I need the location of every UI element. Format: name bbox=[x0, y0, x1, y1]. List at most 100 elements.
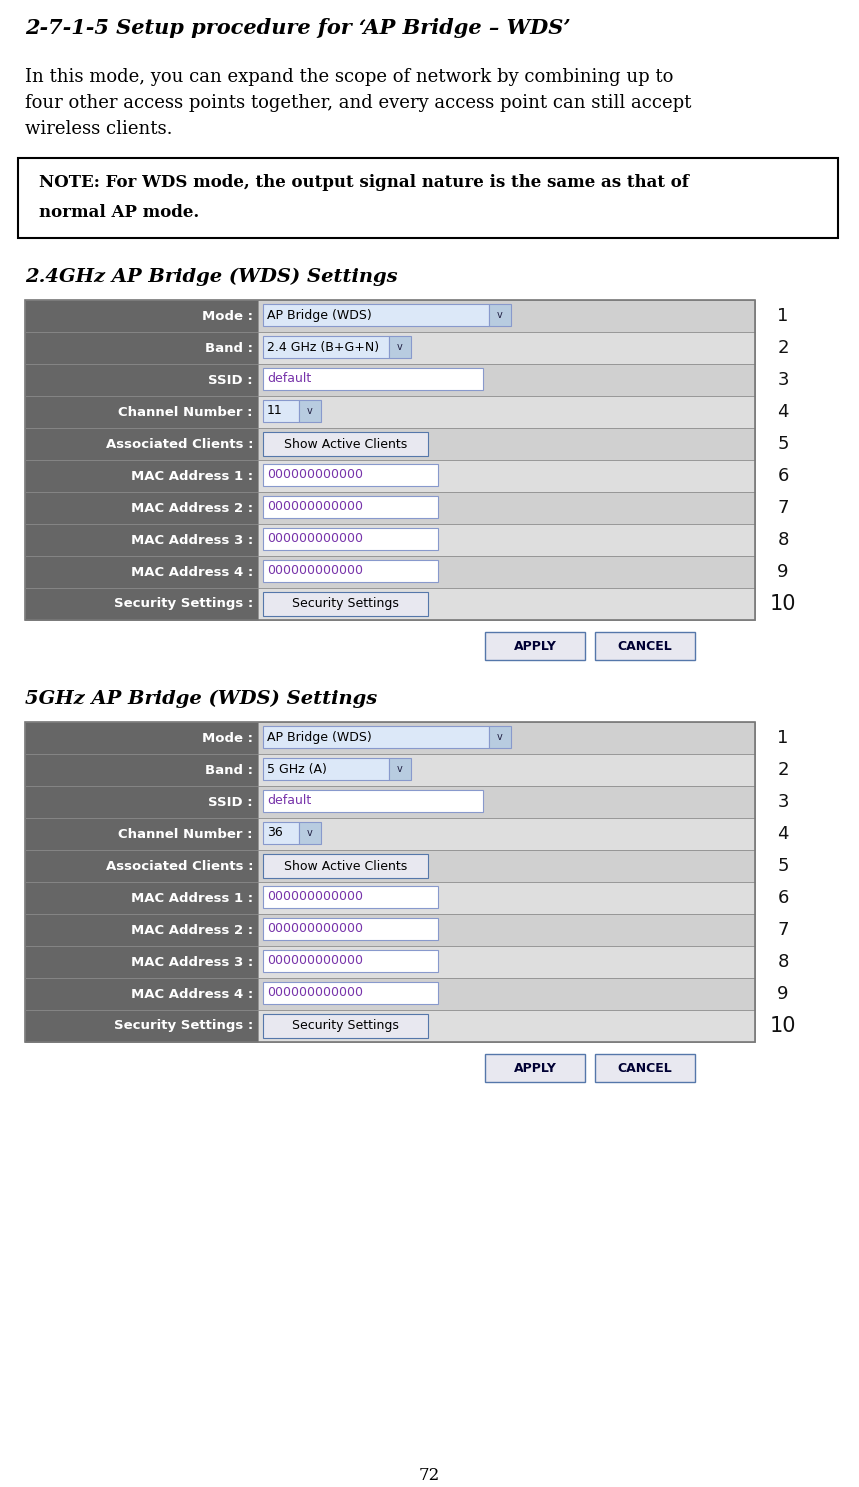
Text: 5: 5 bbox=[777, 857, 789, 874]
Text: NOTE: For WDS mode, the output signal nature is the same as that of: NOTE: For WDS mode, the output signal na… bbox=[39, 174, 689, 190]
Bar bbox=[263, 790, 483, 812]
Bar bbox=[25, 300, 258, 332]
Text: v: v bbox=[397, 764, 403, 775]
Text: APPLY: APPLY bbox=[514, 639, 557, 653]
Bar bbox=[25, 459, 258, 492]
Bar bbox=[258, 754, 755, 787]
Text: v: v bbox=[308, 828, 313, 839]
Text: 3: 3 bbox=[777, 370, 789, 390]
Text: In this mode, you can expand the scope of network by combining up to: In this mode, you can expand the scope o… bbox=[25, 68, 673, 86]
Bar bbox=[258, 587, 755, 620]
Text: 10: 10 bbox=[770, 593, 796, 614]
Text: v: v bbox=[397, 342, 403, 352]
Text: 7: 7 bbox=[777, 920, 789, 938]
Bar bbox=[258, 818, 755, 851]
Bar bbox=[258, 300, 755, 332]
Bar bbox=[25, 556, 258, 587]
Text: Security Settings :: Security Settings : bbox=[113, 598, 253, 611]
Bar bbox=[263, 561, 438, 581]
Text: 000000000000: 000000000000 bbox=[267, 565, 363, 577]
Text: 5 GHz (A): 5 GHz (A) bbox=[267, 763, 327, 776]
Bar bbox=[25, 523, 258, 556]
Text: 3: 3 bbox=[777, 793, 789, 810]
Bar bbox=[595, 1054, 695, 1083]
Text: Channel Number :: Channel Number : bbox=[119, 406, 253, 418]
Bar bbox=[263, 981, 438, 1004]
Text: 9: 9 bbox=[777, 984, 789, 1004]
Bar bbox=[389, 336, 411, 358]
Text: 36: 36 bbox=[267, 827, 283, 840]
Text: Band :: Band : bbox=[205, 342, 253, 354]
Text: 000000000000: 000000000000 bbox=[267, 986, 363, 999]
Bar bbox=[25, 364, 258, 396]
Bar bbox=[263, 497, 438, 517]
Bar bbox=[25, 1010, 258, 1042]
Bar bbox=[25, 787, 258, 818]
Bar bbox=[263, 1014, 428, 1038]
Text: 000000000000: 000000000000 bbox=[267, 501, 363, 513]
Text: 11: 11 bbox=[267, 404, 283, 418]
Bar bbox=[25, 754, 258, 787]
Bar bbox=[263, 758, 389, 781]
Text: v: v bbox=[497, 309, 503, 320]
Bar bbox=[485, 1054, 585, 1083]
Bar bbox=[25, 332, 258, 364]
Bar bbox=[263, 367, 483, 390]
Bar bbox=[489, 303, 511, 326]
Text: 1: 1 bbox=[777, 729, 789, 746]
Text: 000000000000: 000000000000 bbox=[267, 891, 363, 904]
Text: Mode :: Mode : bbox=[202, 732, 253, 745]
Text: v: v bbox=[308, 406, 313, 416]
Bar bbox=[25, 882, 258, 915]
Text: Associated Clients :: Associated Clients : bbox=[106, 437, 253, 451]
Text: MAC Address 4 :: MAC Address 4 : bbox=[131, 565, 253, 578]
Text: SSID :: SSID : bbox=[209, 373, 253, 387]
Text: 2: 2 bbox=[777, 761, 789, 779]
Bar bbox=[258, 851, 755, 882]
Text: AP Bridge (WDS): AP Bridge (WDS) bbox=[267, 308, 372, 321]
Text: 8: 8 bbox=[777, 953, 789, 971]
Text: 6: 6 bbox=[777, 467, 789, 485]
Bar bbox=[258, 459, 755, 492]
Text: default: default bbox=[267, 794, 311, 807]
Text: Security Settings :: Security Settings : bbox=[113, 1020, 253, 1032]
Bar bbox=[595, 632, 695, 660]
Bar bbox=[299, 400, 321, 422]
Bar bbox=[263, 433, 428, 457]
Bar bbox=[263, 336, 389, 358]
Bar bbox=[258, 492, 755, 523]
Text: AP Bridge (WDS): AP Bridge (WDS) bbox=[267, 730, 372, 744]
Text: 000000000000: 000000000000 bbox=[267, 468, 363, 482]
Bar bbox=[25, 946, 258, 978]
Text: APPLY: APPLY bbox=[514, 1062, 557, 1075]
Text: Show Active Clients: Show Active Clients bbox=[283, 859, 407, 873]
Text: CANCEL: CANCEL bbox=[618, 639, 673, 653]
Bar bbox=[258, 396, 755, 428]
Text: MAC Address 1 :: MAC Address 1 : bbox=[131, 892, 253, 904]
Bar bbox=[25, 851, 258, 882]
Text: 7: 7 bbox=[777, 500, 789, 517]
Bar bbox=[263, 886, 438, 909]
Bar bbox=[263, 464, 438, 486]
Bar bbox=[258, 946, 755, 978]
Text: Mode :: Mode : bbox=[202, 309, 253, 323]
Text: Security Settings: Security Settings bbox=[292, 1020, 399, 1032]
Bar bbox=[389, 758, 411, 781]
Text: default: default bbox=[267, 373, 311, 385]
Text: four other access points together, and every access point can still accept: four other access points together, and e… bbox=[25, 94, 691, 112]
Bar bbox=[299, 822, 321, 845]
Text: 72: 72 bbox=[419, 1468, 440, 1484]
Bar bbox=[489, 726, 511, 748]
Bar bbox=[258, 523, 755, 556]
Bar bbox=[25, 723, 755, 1042]
Bar bbox=[485, 632, 585, 660]
Text: MAC Address 2 :: MAC Address 2 : bbox=[131, 501, 253, 515]
Bar bbox=[263, 950, 438, 972]
Bar bbox=[258, 915, 755, 946]
Text: CANCEL: CANCEL bbox=[618, 1062, 673, 1075]
Bar bbox=[263, 917, 438, 940]
Text: 4: 4 bbox=[777, 403, 789, 421]
Bar bbox=[258, 332, 755, 364]
Bar bbox=[258, 723, 755, 754]
Bar bbox=[25, 915, 258, 946]
